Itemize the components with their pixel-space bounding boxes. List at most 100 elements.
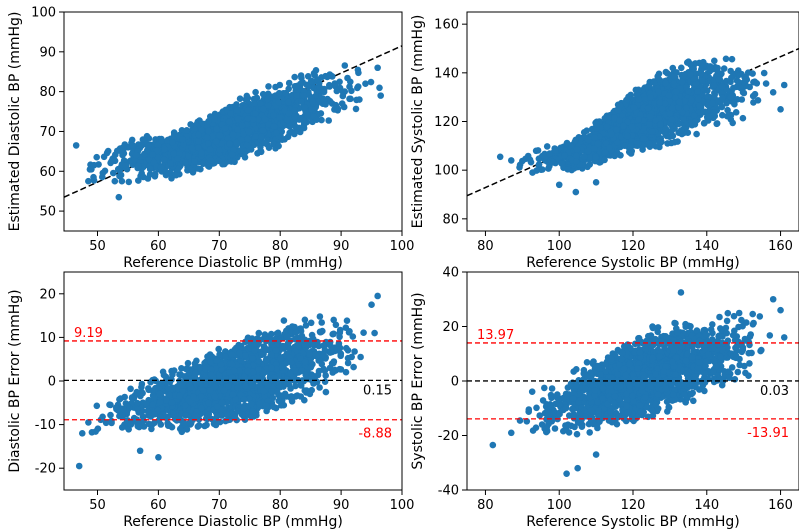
data-point bbox=[722, 55, 730, 63]
data-point bbox=[329, 330, 337, 338]
data-point bbox=[706, 68, 713, 75]
data-point bbox=[291, 73, 299, 81]
data-point bbox=[132, 151, 140, 159]
data-point bbox=[680, 72, 688, 79]
data-point bbox=[159, 368, 167, 376]
data-point bbox=[301, 341, 309, 349]
data-point bbox=[237, 147, 244, 154]
data-point bbox=[176, 425, 184, 433]
data-point bbox=[666, 110, 674, 118]
data-point bbox=[613, 126, 620, 134]
data-point bbox=[318, 360, 326, 368]
outlier-point bbox=[777, 106, 784, 113]
data-point bbox=[294, 392, 301, 399]
data-point bbox=[234, 107, 241, 114]
data-point bbox=[291, 107, 299, 114]
data-point bbox=[149, 387, 156, 395]
points-layer bbox=[496, 55, 788, 196]
data-point bbox=[706, 63, 714, 70]
data-point bbox=[179, 136, 186, 143]
data-point bbox=[762, 80, 770, 87]
data-point bbox=[668, 116, 676, 123]
data-point bbox=[149, 151, 156, 158]
data-point bbox=[244, 334, 252, 342]
data-point bbox=[561, 152, 568, 159]
outlier-point bbox=[592, 179, 600, 186]
data-point bbox=[669, 64, 677, 72]
data-point bbox=[228, 151, 236, 158]
data-point bbox=[304, 111, 311, 119]
y-axis-label: Estimated Systolic BP (mmHg) bbox=[410, 15, 426, 229]
data-point bbox=[169, 371, 176, 379]
data-point bbox=[534, 147, 542, 154]
data-point bbox=[723, 112, 731, 120]
data-point bbox=[678, 64, 685, 72]
data-point bbox=[620, 122, 627, 130]
data-point bbox=[120, 150, 127, 158]
data-point bbox=[316, 84, 324, 91]
data-point bbox=[195, 131, 202, 139]
data-point bbox=[165, 169, 172, 177]
data-point bbox=[580, 129, 588, 136]
data-point bbox=[261, 392, 268, 400]
y-tick-label: 80 bbox=[39, 85, 56, 100]
y-tick-label: 160 bbox=[434, 18, 459, 33]
data-point bbox=[644, 83, 652, 91]
data-point bbox=[665, 92, 673, 99]
data-point bbox=[351, 348, 358, 355]
x-tick-label: 60 bbox=[150, 239, 167, 254]
data-point bbox=[178, 365, 185, 372]
data-point bbox=[270, 111, 277, 119]
data-point bbox=[174, 155, 181, 162]
data-point bbox=[322, 388, 330, 396]
data-point bbox=[207, 113, 214, 120]
data-point bbox=[606, 114, 613, 121]
data-point bbox=[314, 76, 321, 83]
data-point bbox=[198, 149, 205, 157]
data-point bbox=[273, 388, 281, 396]
data-point bbox=[590, 145, 598, 152]
data-point bbox=[535, 161, 543, 168]
data-point bbox=[681, 97, 689, 105]
data-point bbox=[234, 126, 241, 133]
data-point bbox=[336, 78, 343, 86]
data-point bbox=[740, 89, 748, 97]
data-point bbox=[153, 147, 161, 155]
data-point bbox=[297, 382, 305, 389]
data-point bbox=[261, 116, 269, 123]
data-point bbox=[285, 79, 293, 87]
data-point bbox=[293, 92, 301, 99]
data-point bbox=[307, 355, 315, 363]
x-axis-label: Reference Diastolic BP (mmHg) bbox=[123, 255, 343, 271]
data-point bbox=[616, 102, 624, 110]
data-point bbox=[169, 139, 176, 146]
data-point bbox=[611, 114, 618, 122]
y-tick-label: 60 bbox=[39, 165, 56, 180]
y-tick-label: 100 bbox=[31, 6, 56, 21]
data-point bbox=[723, 100, 730, 107]
data-point bbox=[318, 116, 325, 124]
data-point bbox=[360, 329, 367, 337]
data-point bbox=[303, 387, 310, 394]
data-point bbox=[718, 103, 726, 111]
data-point bbox=[333, 87, 341, 95]
data-point bbox=[671, 138, 678, 146]
data-point bbox=[99, 169, 107, 177]
data-point bbox=[122, 162, 130, 169]
points-layer bbox=[72, 62, 384, 201]
data-point bbox=[227, 110, 234, 117]
data-point bbox=[325, 117, 333, 124]
data-point bbox=[234, 115, 242, 123]
data-point bbox=[635, 96, 643, 103]
data-point bbox=[172, 171, 180, 179]
data-point bbox=[113, 404, 120, 411]
data-point bbox=[320, 342, 327, 350]
data-point bbox=[191, 158, 198, 165]
x-tick-label: 140 bbox=[694, 239, 719, 254]
data-point bbox=[601, 149, 609, 156]
data-point bbox=[688, 96, 695, 104]
data-point bbox=[713, 120, 720, 128]
data-point bbox=[346, 328, 353, 335]
data-point bbox=[646, 121, 653, 128]
